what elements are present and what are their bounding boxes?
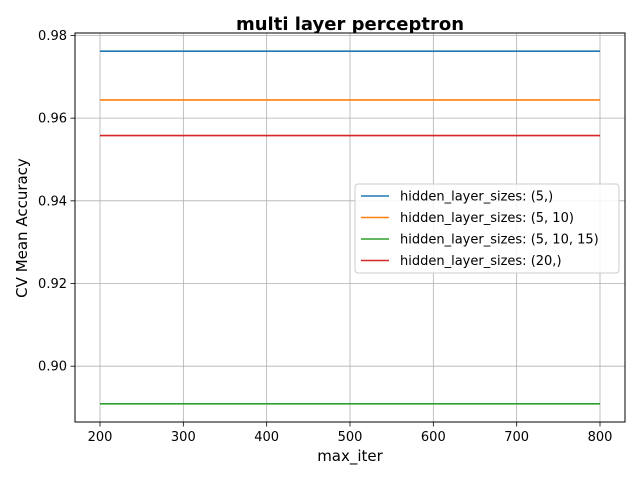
- x-axis-label: max_iter: [317, 447, 383, 466]
- x-tick-label: 300: [171, 430, 196, 445]
- legend-label-2: hidden_layer_sizes: (5, 10): [400, 211, 574, 226]
- x-tick-label: 700: [504, 430, 529, 445]
- legend-label-1: hidden_layer_sizes: (5,): [400, 190, 553, 205]
- series-lines: [100, 50, 600, 405]
- chart-title: multi layer perceptron: [236, 14, 464, 35]
- y-tick-label: 0.94: [38, 194, 67, 209]
- y-tick-label: 0.96: [38, 112, 67, 127]
- x-tick-label: 600: [421, 430, 446, 445]
- legend-label-4: hidden_layer_sizes: (20,): [400, 254, 562, 269]
- y-axis-ticks: 0.90 0.92 0.94 0.96 0.98: [38, 29, 75, 375]
- x-tick-label: 800: [588, 430, 613, 445]
- x-tick-label: 500: [338, 430, 363, 445]
- y-tick-label: 0.92: [38, 277, 67, 292]
- x-tick-label: 400: [254, 430, 279, 445]
- legend-box: [354, 183, 620, 274]
- y-axis-label: CV Mean Accuracy: [13, 158, 31, 298]
- y-tick-label: 0.98: [38, 29, 67, 44]
- x-tick-label: 200: [88, 430, 113, 445]
- legend: hidden_layer_sizes: (5,) hidden_layer_siz…: [354, 183, 620, 274]
- y-tick-label: 0.90: [38, 360, 67, 375]
- x-axis-ticks: 200 300 400 500 600 700 800: [88, 422, 613, 445]
- legend-label-3: hidden_layer_sizes: (5, 10, 15): [400, 233, 599, 248]
